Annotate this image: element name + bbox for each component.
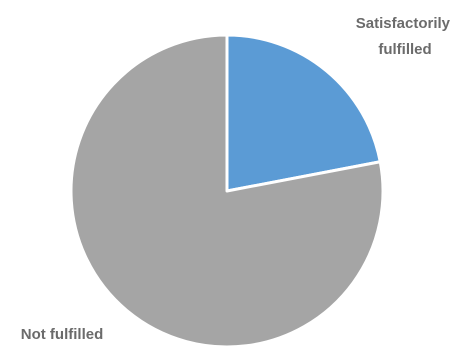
pie-slice-not-fulfilled [69,33,385,347]
slice-label-satisfactorily-fulfilled-line-1: Satisfactorily [356,15,451,32]
pie-slices [69,33,385,347]
slice-label-not-fulfilled-line-1: Not fulfilled [21,326,104,343]
slice-label-not-fulfilled: Not fulfilled [21,326,104,343]
slice-label-satisfactorily-fulfilled: Satisfactorily fulfilled [356,15,454,58]
slice-label-satisfactorily-fulfilled-line-2: fulfilled [378,41,431,58]
pie-slice-satisfactorily-fulfilled [225,33,382,193]
